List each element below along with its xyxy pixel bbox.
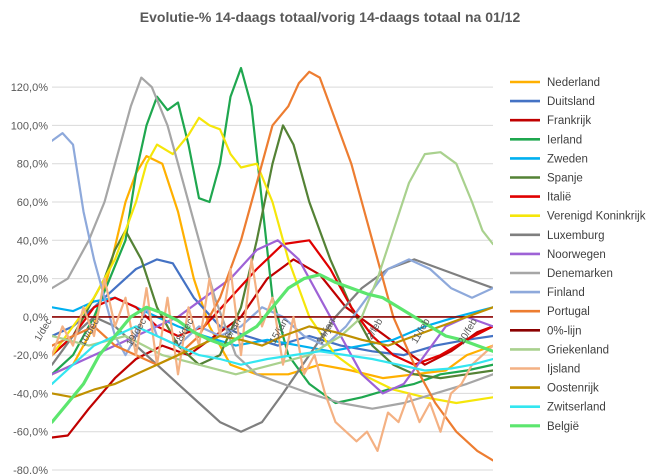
y-tick-label: 20,0%: [17, 274, 48, 286]
legend-label: 0%-lijn: [547, 325, 582, 337]
series-line-zwitserland: [52, 325, 493, 385]
legend-label: Denemarken: [547, 268, 613, 280]
legend-label: Frankrijk: [547, 115, 591, 127]
y-tick-label: 120,0%: [11, 82, 49, 94]
legend-label: Nederland: [547, 77, 600, 89]
y-tick-label: 60,0%: [17, 197, 48, 209]
legend-label: Verenigd Koninkrijk: [547, 211, 646, 223]
legend-label: België: [547, 421, 579, 433]
legend-label: Griekenland: [547, 344, 609, 356]
series-line-griekenland: [52, 151, 493, 376]
series-line-frankrijk: [52, 258, 493, 439]
y-tick-label: -60,0%: [13, 427, 48, 439]
series-lines: [52, 66, 493, 462]
series-line-verenigd-koninkrijk: [52, 116, 493, 405]
legend-label: Zwitserland: [547, 402, 606, 414]
legend-label: Ierland: [547, 134, 582, 146]
legend: Nederland Duitsland Frankrijk Ierland Zweden…: [510, 77, 646, 433]
legend-label: Finland: [547, 287, 585, 299]
y-tick-label: -20,0%: [13, 350, 48, 362]
legend-label: Duitsland: [547, 96, 595, 108]
legend-label: Italië: [547, 192, 571, 204]
series-line-nederland: [52, 155, 493, 380]
y-tick-label: -80,0%: [13, 465, 48, 474]
legend-label: Portugal: [547, 306, 590, 318]
series-line-belgi-: [52, 273, 493, 424]
series-line-denemarken: [52, 76, 493, 410]
y-axis-tick-labels: -80,0% -60,0% -40,0% -20,0% 0,0% 20,0% 40,0% 60…: [11, 82, 49, 474]
legend-label: Zweden: [547, 153, 588, 165]
legend-label: Luxemburg: [547, 230, 605, 242]
legend-label: Ijsland: [547, 364, 580, 376]
series-line-noorwegen: [52, 239, 493, 395]
y-tick-label: -40,0%: [13, 388, 48, 400]
series-line-oostenrijk: [52, 306, 493, 399]
legend-label: Noorwegen: [547, 249, 606, 261]
series-line-itali-: [52, 239, 493, 366]
y-tick-label: 40,0%: [17, 235, 48, 247]
y-tick-label: 100,0%: [11, 120, 49, 132]
y-tick-label: 80,0%: [17, 159, 48, 171]
y-tick-label: 0,0%: [23, 312, 48, 324]
series-line-spanje: [52, 124, 493, 380]
chart-title: Evolutie-% 14-daags totaal/vorig 14-daag…: [140, 9, 521, 25]
legend-label: Oostenrijk: [547, 383, 599, 395]
series-line-ijsland: [52, 258, 493, 452]
legend-label: Spanje: [547, 173, 583, 185]
series-line-ierland: [52, 66, 493, 405]
